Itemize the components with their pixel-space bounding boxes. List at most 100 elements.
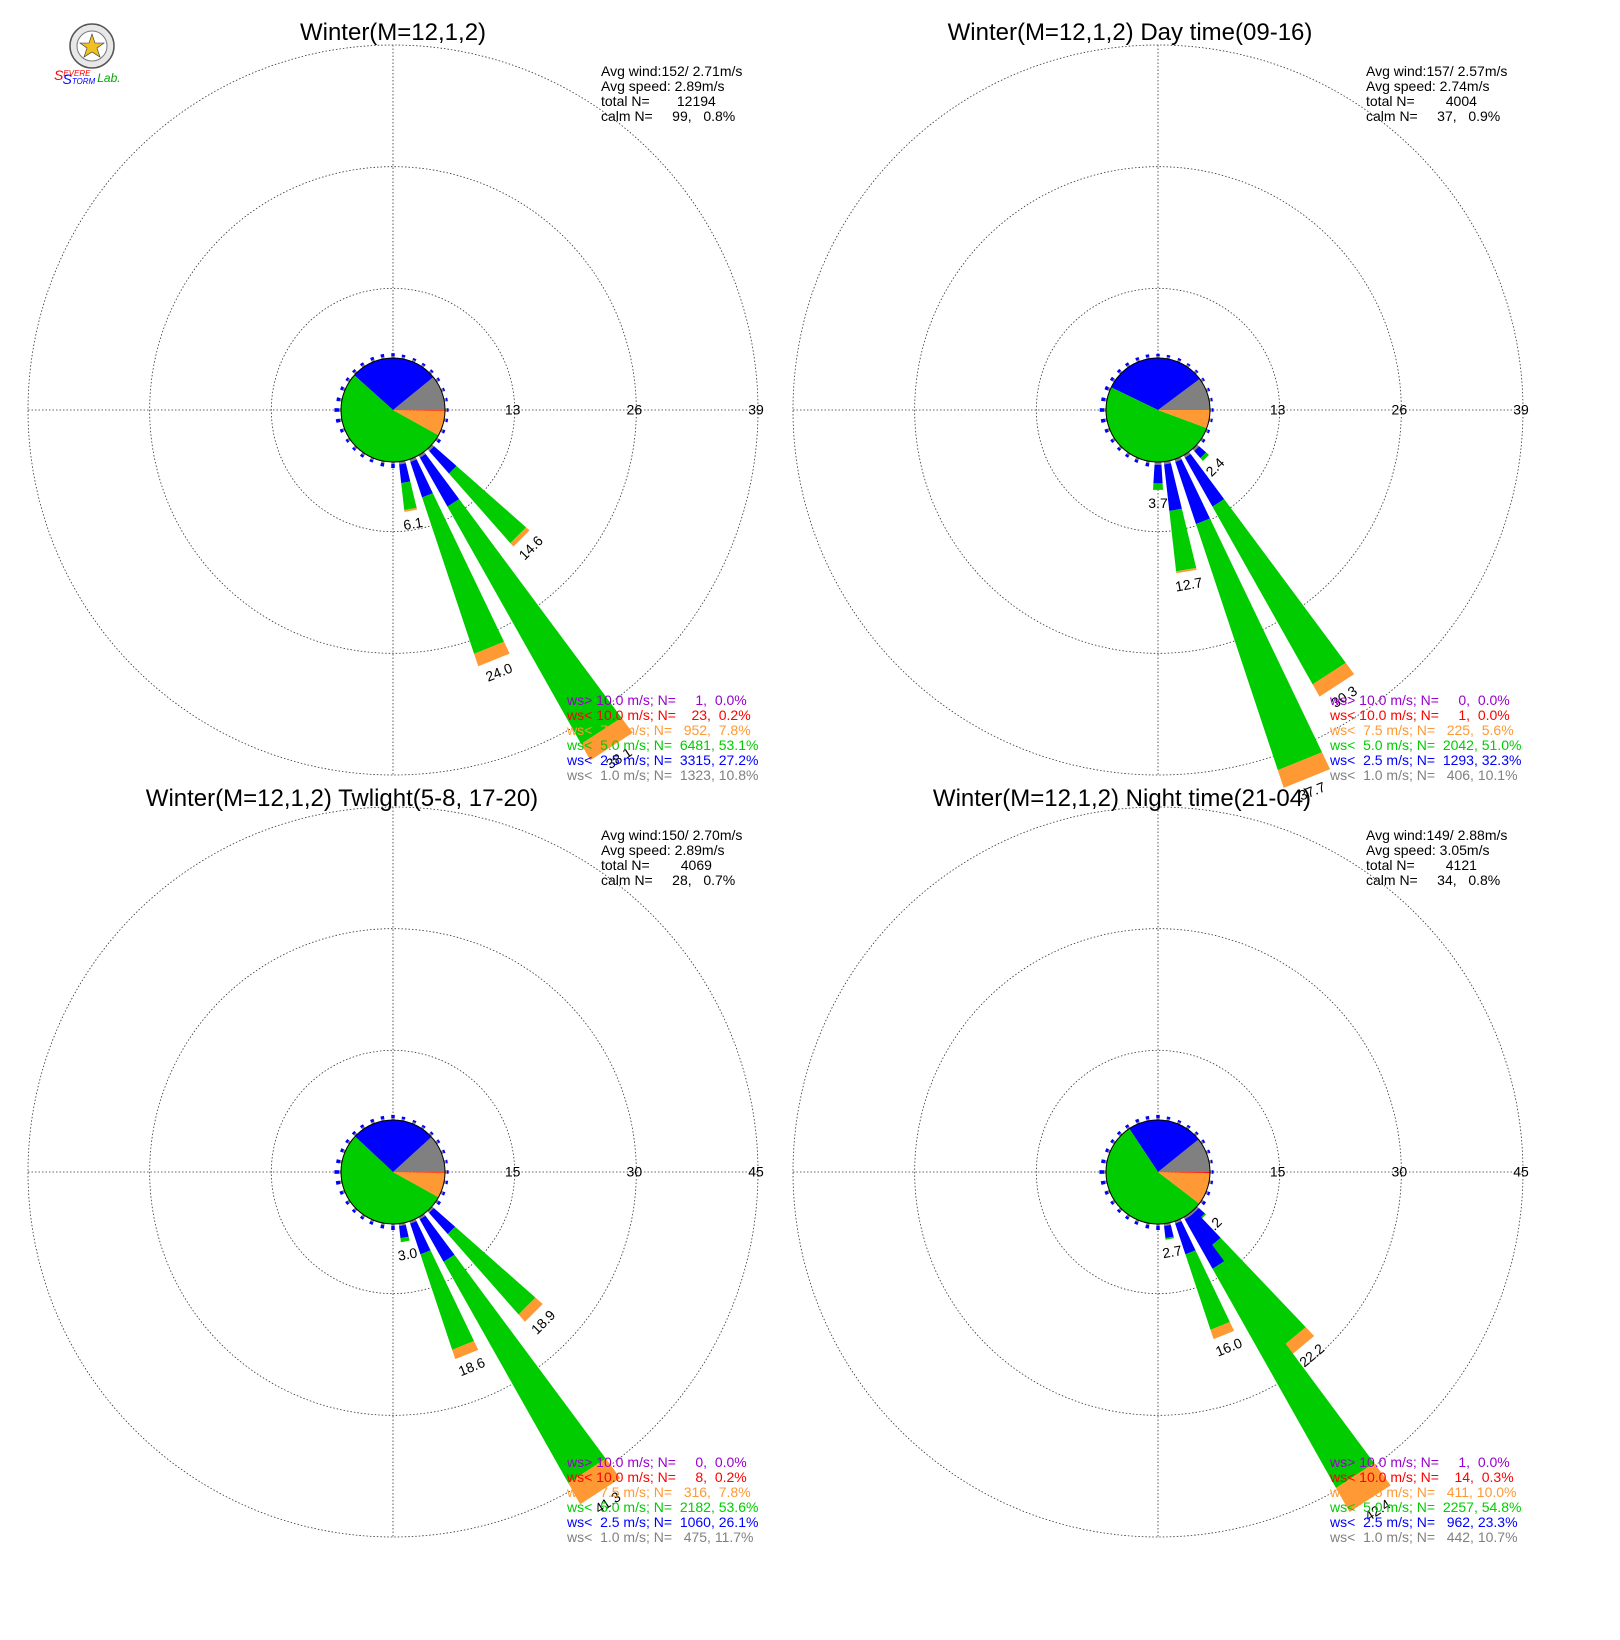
petal-segment [427,444,435,452]
petal-segment [1169,508,1197,572]
petal-segment [401,1116,406,1120]
petal-segment [518,1297,543,1322]
stat-line: calm N= 37, 0.9% [1366,108,1500,124]
petal-segment [400,1236,410,1243]
petal-segment [1124,1124,1130,1129]
petal-segment [1183,451,1191,458]
petal-segment [399,1224,409,1239]
petal-segment [419,1215,455,1262]
legend-entry: ws> 10.0 m/s; N= 1, 0.0% [566,692,747,708]
petal-segment-calm [1118,1132,1123,1137]
petal-segment [1212,1261,1375,1488]
petal-segment-calm [1107,427,1111,432]
petal-segment [449,466,527,544]
ring-label: 15 [505,1164,521,1180]
petal-segment [1200,452,1209,461]
petal-segment-calm [1205,1150,1209,1155]
pie-outline [1105,357,1211,463]
petal-segment-calm [347,1199,351,1204]
petal-segment [1145,1115,1150,1120]
petal-segment [380,462,385,467]
grid-ring [914,166,1402,654]
petal-segment-calm [1205,1190,1209,1195]
petal-segment [474,641,510,667]
petal-segment [1207,1191,1211,1196]
pie-slice [393,1172,445,1173]
petal-segment [370,1118,375,1123]
petal-segment [452,1341,479,1360]
petal-segment [1174,456,1182,463]
petal-segment-calm [1126,1126,1131,1130]
stat-line: calm N= 99, 0.8% [601,108,735,124]
legend-entry: ws< 5.0 m/s; N= 2182, 53.6% [566,1499,758,1515]
legend-entry: ws< 10.0 m/s; N= 23, 0.2% [566,707,751,723]
petal-segment-calm [370,457,375,461]
petal-segment [1101,397,1106,402]
petal-segment [1134,459,1139,463]
pie-slice [393,1136,445,1172]
petal-segment [1336,1463,1391,1512]
petal-segment [334,408,340,412]
small-petals [1099,1114,1214,1230]
pie-slice [393,377,445,410]
petal-segment [419,454,460,507]
petal-segment [1188,1209,1196,1216]
petal-segment [1116,368,1122,374]
petal-segment-calm [361,1126,366,1130]
petal-segment-calm [435,378,439,383]
legend-entry: ws> 10.0 m/s; N= 0, 0.0% [1329,692,1510,708]
petal-segment [429,446,457,474]
petal-segment [436,1139,441,1144]
petal-segment [442,1191,446,1196]
petal-segment-calm [1176,359,1181,363]
petal-label: 2.7 [1161,1242,1183,1261]
ring-label: 45 [1513,1164,1529,1180]
pie-outline [1105,1119,1211,1225]
ring-label: 39 [748,402,764,418]
petal-segment [1210,1159,1213,1164]
petal-segment-calm [353,445,358,450]
petal-segment [1116,446,1122,452]
petal-segment [336,397,341,402]
petal-segment [429,1131,434,1136]
petal-segment [359,362,365,367]
stat-line: Avg wind:150/ 2.70m/s [601,827,742,843]
grid-ring [149,928,637,1416]
petal-segment [339,1190,344,1196]
petal-segment-calm [440,388,444,393]
petal-segment [1104,428,1109,434]
petal-segment [1177,1119,1182,1123]
ring-label: 26 [1392,402,1408,418]
petal-segment-calm [435,1140,439,1145]
petal-segment [1101,1159,1106,1164]
petal-segment-calm [361,364,366,368]
petal-segment [1285,1327,1315,1355]
legend-entry: ws< 10.0 m/s; N= 8, 0.2% [566,1469,747,1485]
petal-segment-calm [353,370,358,375]
petal-label: 6.1 [402,514,424,533]
petal-segment [334,1170,340,1174]
legend-entry: ws< 5.0 m/s; N= 6481, 53.1% [566,737,758,753]
petal-segment [369,1221,374,1225]
petal-segment [370,356,375,361]
petal-segment-calm [1107,387,1111,392]
petal-segment [336,1159,341,1164]
major-petals: 2.430.337.712.73.7 [1148,444,1360,804]
petal-segment [340,386,344,391]
legend-entry: ws< 1.0 m/s; N= 475, 11.7% [566,1529,754,1545]
pie-slice [393,410,445,411]
petal-segment-calm [1200,1199,1204,1204]
legend-entry: ws< 10.0 m/s; N= 1, 0.0% [1329,707,1510,723]
petal-segment [391,463,395,468]
petal-segment-calm [428,1132,433,1137]
panel-title: Winter(M=12,1,2) Day time(09-16) [948,19,1313,46]
petal-segment [345,1138,350,1144]
ring-label: 26 [627,402,643,418]
petal-segment-calm [1200,437,1204,442]
pie-slice [1158,1172,1210,1173]
petal-segment [351,1130,357,1136]
pie-slice [340,1136,439,1225]
petal-segment [1190,1211,1221,1246]
petal-segment [351,1208,357,1214]
legend-entry: ws< 2.5 m/s; N= 962, 23.3% [1329,1514,1518,1530]
